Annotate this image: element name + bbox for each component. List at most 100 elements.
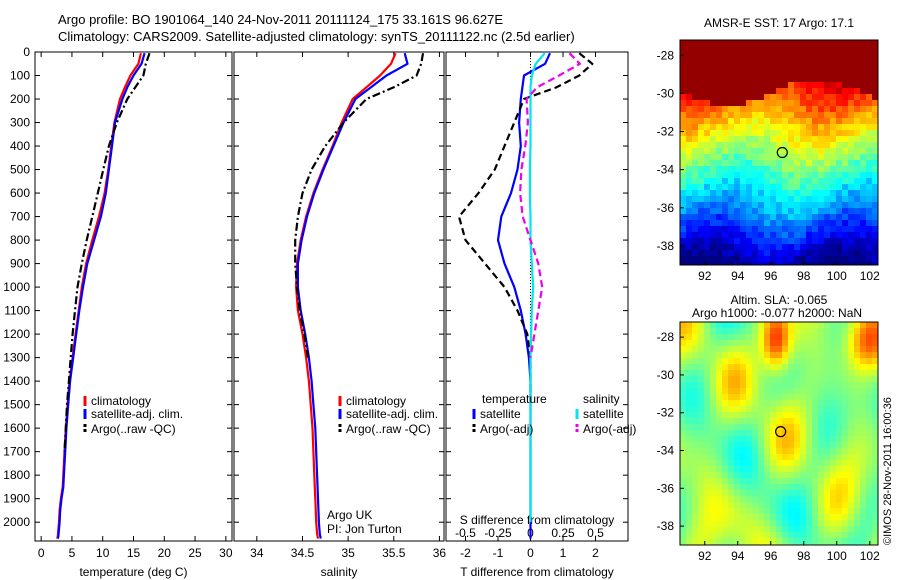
argo-location-marker xyxy=(775,426,787,438)
field-cell xyxy=(818,190,824,196)
field-cell xyxy=(860,520,866,526)
field-cell xyxy=(818,412,824,418)
field-cell xyxy=(818,76,824,82)
field-cell xyxy=(800,430,806,436)
field-cell xyxy=(866,172,872,178)
x-tick-label: 25 xyxy=(188,546,202,560)
field-cell xyxy=(776,172,782,178)
field-cell xyxy=(854,382,860,388)
field-cell xyxy=(722,394,728,400)
field-cell xyxy=(800,364,806,370)
field-cell xyxy=(800,76,806,82)
field-cell xyxy=(770,94,776,100)
field-cell xyxy=(728,166,734,172)
field-cell xyxy=(776,124,782,130)
field-cell xyxy=(794,514,800,520)
salinity-panel: 34 34.5 35 35.5 36salinityclimatologysatelli… xyxy=(233,51,446,579)
field-cell xyxy=(728,328,734,334)
field-cell xyxy=(764,124,770,130)
field-cell xyxy=(806,130,812,136)
field-cell xyxy=(764,520,770,526)
field-cell xyxy=(710,112,716,118)
field-cell xyxy=(734,256,740,262)
field-cell xyxy=(752,526,758,532)
field-cell xyxy=(866,442,872,448)
field-cell xyxy=(866,184,872,190)
field-cell xyxy=(800,58,806,64)
field-cell xyxy=(872,508,878,514)
field-cell xyxy=(788,520,794,526)
field-cell xyxy=(710,100,716,106)
field-cell xyxy=(728,58,734,64)
field-cell xyxy=(842,358,848,364)
x-tick-label: 98 xyxy=(797,269,811,283)
field-cell xyxy=(848,370,854,376)
field-cell xyxy=(710,406,716,412)
field-cell xyxy=(740,184,746,190)
field-cell xyxy=(854,448,860,454)
field-cell xyxy=(782,64,788,70)
field-cell xyxy=(806,208,812,214)
field-cell xyxy=(686,502,692,508)
field-cell xyxy=(860,118,866,124)
field-cell xyxy=(806,472,812,478)
field-cell xyxy=(716,466,722,472)
field-cell xyxy=(794,502,800,508)
field-cell xyxy=(794,82,800,88)
field-cell xyxy=(848,136,854,142)
field-cell xyxy=(776,52,782,58)
field-cell xyxy=(704,352,710,358)
field-cell xyxy=(692,388,698,394)
field-cell xyxy=(830,382,836,388)
field-cell xyxy=(818,352,824,358)
field-cell xyxy=(764,466,770,472)
field-cell xyxy=(734,208,740,214)
field-cell xyxy=(788,58,794,64)
field-cell xyxy=(818,508,824,514)
field-cell xyxy=(746,412,752,418)
field-cell xyxy=(782,208,788,214)
y-tick-label: -38 xyxy=(657,239,675,253)
field-cell xyxy=(854,166,860,172)
field-cell xyxy=(704,382,710,388)
field-cell xyxy=(692,88,698,94)
field-cell xyxy=(758,178,764,184)
field-cell xyxy=(842,346,848,352)
field-cell xyxy=(716,388,722,394)
field-cell xyxy=(782,376,788,382)
field-cell xyxy=(860,154,866,160)
field-cell xyxy=(710,214,716,220)
field-cell xyxy=(824,508,830,514)
field-cell xyxy=(764,214,770,220)
field-cell xyxy=(806,262,812,265)
field-cell xyxy=(788,208,794,214)
field-cell xyxy=(800,250,806,256)
field-cell xyxy=(692,238,698,244)
field-cell xyxy=(776,430,782,436)
field-cell xyxy=(698,376,704,382)
field-cell xyxy=(830,160,836,166)
field-cell xyxy=(722,364,728,370)
field-cell xyxy=(740,226,746,232)
field-cell xyxy=(794,478,800,484)
field-cell xyxy=(728,370,734,376)
field-cell xyxy=(788,364,794,370)
field-cell xyxy=(824,136,830,142)
field-cell xyxy=(866,478,872,484)
field-cell xyxy=(836,490,842,496)
field-cell xyxy=(728,496,734,502)
field-cell xyxy=(740,58,746,64)
field-cell xyxy=(800,64,806,70)
field-cell xyxy=(704,406,710,412)
field-cell xyxy=(836,214,842,220)
field-cell xyxy=(710,64,716,70)
field-cell xyxy=(686,166,692,172)
field-cell xyxy=(770,250,776,256)
field-cell xyxy=(806,160,812,166)
field-cell xyxy=(686,496,692,502)
field-cell xyxy=(758,466,764,472)
field-cell xyxy=(830,322,836,328)
field-cell xyxy=(806,58,812,64)
field-cell xyxy=(746,364,752,370)
field-cell xyxy=(716,82,722,88)
